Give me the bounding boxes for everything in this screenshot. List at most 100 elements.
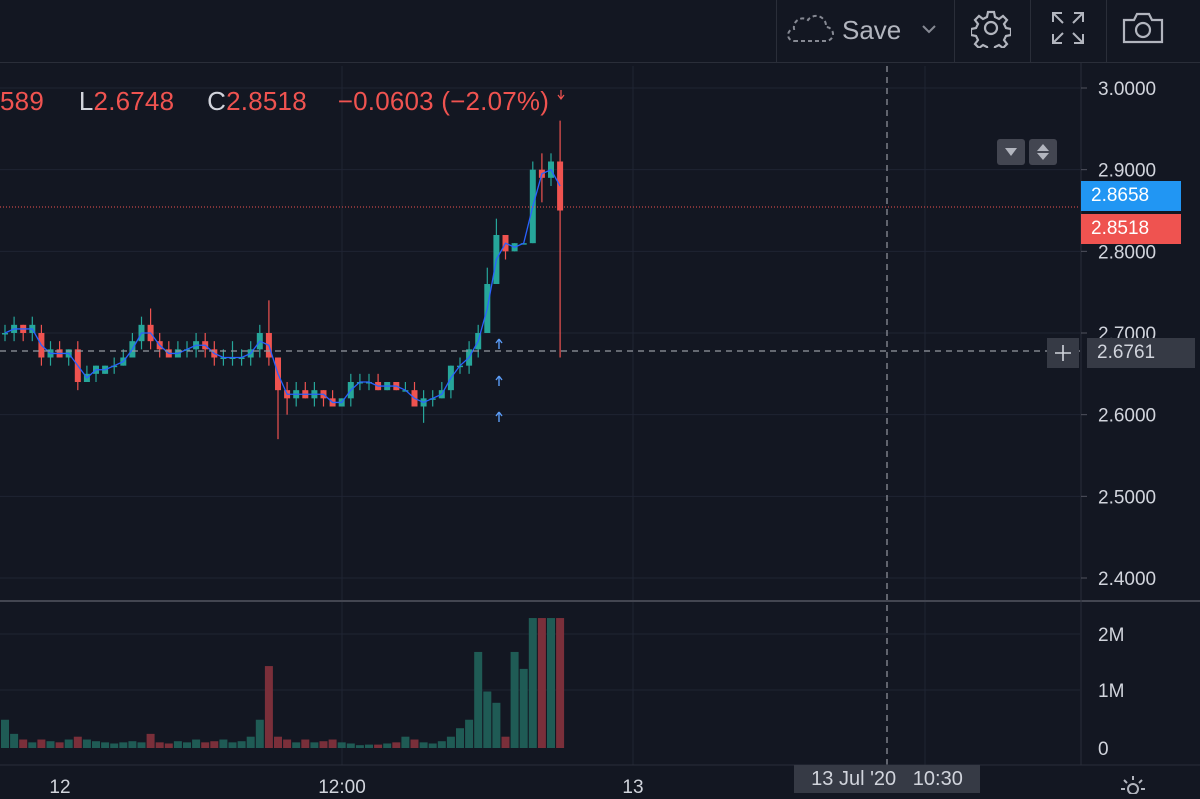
volume-bar [37,739,46,748]
volume-bar [483,691,492,748]
legend-low-key: L [78,86,94,116]
price-tick-label: 2.8000 [1098,242,1156,263]
settings-button[interactable] [956,4,1026,56]
volume-bar [201,742,210,748]
volume-bar [547,618,555,748]
fullscreen-icon [1050,10,1086,51]
price-tick-label: 2.4000 [1098,569,1156,590]
price-chart[interactable]: 3.00002.90002.80002.70002.60002.50002.40… [0,62,1200,793]
time-tick-label: 12 [49,777,70,793]
crosshair-time-label: 13 Jul '20 10:30 [794,765,980,793]
legend-change: −0.0603 (−2.07%) [337,86,550,116]
price-tick-label: 2.9000 [1098,161,1156,182]
top-toolbar: Save [0,0,1200,63]
volume-bar [119,742,128,748]
fullscreen-button[interactable] [1033,4,1103,56]
time-axis-ticks: 12 12:00 13 [49,777,643,793]
camera-icon [1121,11,1165,50]
ohlc-legend: 589 L2.6748 C2.8518 −0.0603 (−2.07%) [0,86,549,120]
triangle-down-icon [1005,148,1017,156]
gear-icon [969,8,1013,53]
scale-expand-button[interactable] [1029,139,1057,165]
toolbar-separator [776,0,777,62]
volume-bar [337,742,346,748]
candle-body [220,357,227,359]
volume-tick-label: 0 [1098,739,1109,760]
time-tick-label: 12:00 [318,777,366,793]
volume-bar [328,739,337,748]
price-tick-label: 3.0000 [1098,79,1156,100]
volume-bar [283,739,292,748]
volume-bar [537,618,546,748]
moving-average-line [4,168,561,404]
volume-bar [310,742,319,748]
volume-bar [237,741,246,748]
volume-bar [510,651,519,748]
candle-body [111,365,118,368]
chart-grid [0,66,1080,765]
price-tick-label: 2.5000 [1098,487,1156,508]
volume-bar [374,744,383,748]
up-arrow-marker [495,375,503,386]
volume-tick-label: 1M [1098,681,1124,702]
time-tick-label: 13 [622,777,643,793]
candle-body [429,398,436,400]
volume-bar [128,741,137,748]
last-price-tag: 2.8518 [1081,214,1181,244]
toolbar-separator [1106,0,1107,62]
volume-bar [301,739,310,748]
candle-body [366,382,372,384]
cloud-icon [786,11,834,50]
volume-bars [1,618,565,748]
legend-close-key: C [207,86,227,116]
chevron-down-icon[interactable] [921,21,937,39]
toolbar-separator [1030,0,1031,62]
volume-bar [228,742,237,748]
volume-bar [46,741,55,748]
save-button[interactable]: Save [786,8,946,52]
volume-bar [28,742,37,748]
volume-bar [456,728,464,748]
add-alert-button[interactable] [1047,338,1079,368]
signal-markers [495,90,565,422]
volume-scale-ticks: 2M 1M 0 [1098,625,1124,760]
chart-settings-gear-icon[interactable] [1116,772,1150,799]
price-scale-ticks: 3.00002.90002.80002.70002.60002.50002.40… [1081,79,1156,590]
volume-bar [428,743,437,748]
snapshot-button[interactable] [1108,4,1178,56]
volume-bar [365,744,373,748]
volume-bar [401,736,410,748]
volume-bar [64,739,73,748]
volume-bar [183,742,191,748]
save-button-label: Save [842,14,902,45]
scale-collapse-button[interactable] [997,139,1025,165]
volume-bar [292,742,301,748]
up-arrow-marker [495,411,503,422]
volume-bar [192,739,201,748]
candle-body [520,243,527,245]
volume-bar [155,742,164,748]
volume-bar [82,739,91,748]
volume-bar [219,739,228,748]
volume-bar [419,742,428,748]
volume-bar [146,733,155,748]
volume-bar [1,719,9,748]
up-arrow-marker [495,338,503,349]
volume-bar [501,736,510,748]
legend-open-partial: 589 [0,86,44,116]
volume-bar [10,733,19,748]
volume-bar [73,736,82,748]
volume-bar [55,742,64,748]
price-tick-label: 2.6000 [1098,406,1156,427]
volume-bar [101,742,110,748]
legend-low-value: 2.6748 [93,86,175,116]
crosshair-price-tag: 2.6761 [1087,338,1195,368]
volume-bar [164,743,173,748]
volume-bar [392,742,401,748]
up-down-arrows-icon [1037,144,1049,160]
candle-body [238,357,245,359]
volume-bar [346,743,355,748]
volume-bar [19,739,28,748]
legend-close-value: 2.8518 [226,86,307,116]
volume-bar [355,745,364,748]
